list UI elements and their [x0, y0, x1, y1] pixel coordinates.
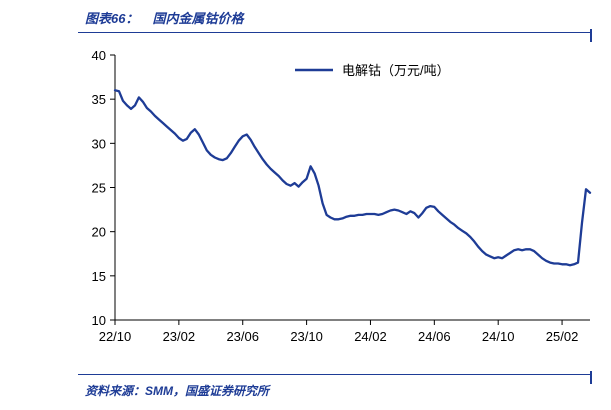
figure-label: 图表66： — [85, 11, 139, 26]
y-tick-label: 10 — [92, 313, 106, 328]
y-tick-label: 25 — [92, 181, 106, 196]
bottom-divider — [78, 374, 592, 375]
figure-header: 图表66： 国内金属钴价格 — [85, 8, 243, 28]
cobalt-price-chart: 10 15 20 25 30 35 40 22/10 23/02 23/06 23/10 24/02 2… — [92, 48, 592, 344]
price-line — [113, 89, 592, 267]
y-tick-label: 20 — [92, 225, 106, 240]
source-row: 资料来源：SMM，国盛证券研究所 — [85, 382, 269, 399]
legend-label: 电解钴（万元/吨） — [342, 63, 450, 78]
figure-title: 国内金属钴价格 — [152, 11, 244, 26]
x-tick-label: 25/02 — [546, 329, 579, 344]
x-tick-label: 22/10 — [99, 329, 132, 344]
x-tick-label: 23/06 — [226, 329, 259, 344]
y-tick-label: 15 — [92, 269, 106, 284]
top-divider — [78, 32, 592, 33]
x-tick-label: 23/10 — [290, 329, 323, 344]
right-border-mark-bottom — [590, 371, 592, 384]
x-tick-label: 24/02 — [354, 329, 387, 344]
y-tick-label: 30 — [92, 136, 106, 151]
right-border-mark-top — [590, 29, 592, 42]
y-tick-label: 40 — [92, 48, 106, 63]
x-tick-label: 24/10 — [482, 329, 515, 344]
y-tick-label: 35 — [92, 92, 106, 107]
x-tick-label: 24/06 — [418, 329, 451, 344]
source-text: 资料来源：SMM，国盛证券研究所 — [85, 384, 269, 398]
x-tick-label: 23/02 — [163, 329, 196, 344]
